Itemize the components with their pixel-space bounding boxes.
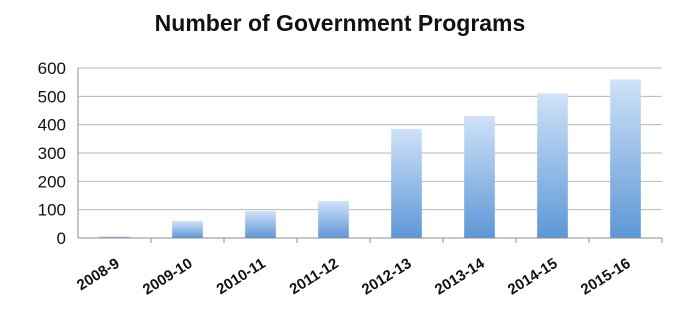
x-tick-label: 2009-10 <box>140 255 196 299</box>
bar-2013-14 <box>464 116 495 238</box>
bar-2015-16 <box>610 79 641 238</box>
x-tick-label: 2010-11 <box>214 255 269 298</box>
y-tick-label: 100 <box>38 201 66 220</box>
x-tick-label: 2011-12 <box>287 255 342 298</box>
gridlines <box>78 67 662 211</box>
y-tick-label: 500 <box>38 87 66 106</box>
y-tick-label: 0 <box>57 229 66 248</box>
y-tick-label: 300 <box>38 144 66 163</box>
x-tick-label: 2012-13 <box>359 255 415 299</box>
bar-2012-13 <box>391 128 422 238</box>
axes <box>77 68 663 243</box>
y-tick-label: 600 <box>38 59 66 78</box>
y-tick-label: 400 <box>38 116 66 135</box>
chart-title: Number of Government Programs <box>154 10 526 36</box>
x-tick-label: 2013-14 <box>432 255 488 299</box>
bar-2009-10 <box>172 221 203 238</box>
y-tick-label: 200 <box>38 172 66 191</box>
bar-2008-9 <box>99 236 130 238</box>
bars <box>99 79 641 238</box>
x-tick-label: 2015-16 <box>578 255 634 299</box>
bar-2011-12 <box>318 201 349 238</box>
bar-2010-11 <box>245 211 276 238</box>
bar-2014-15 <box>537 93 568 238</box>
x-tick-label: 2008-9 <box>74 255 123 294</box>
x-tick-label: 2014-15 <box>505 255 561 299</box>
